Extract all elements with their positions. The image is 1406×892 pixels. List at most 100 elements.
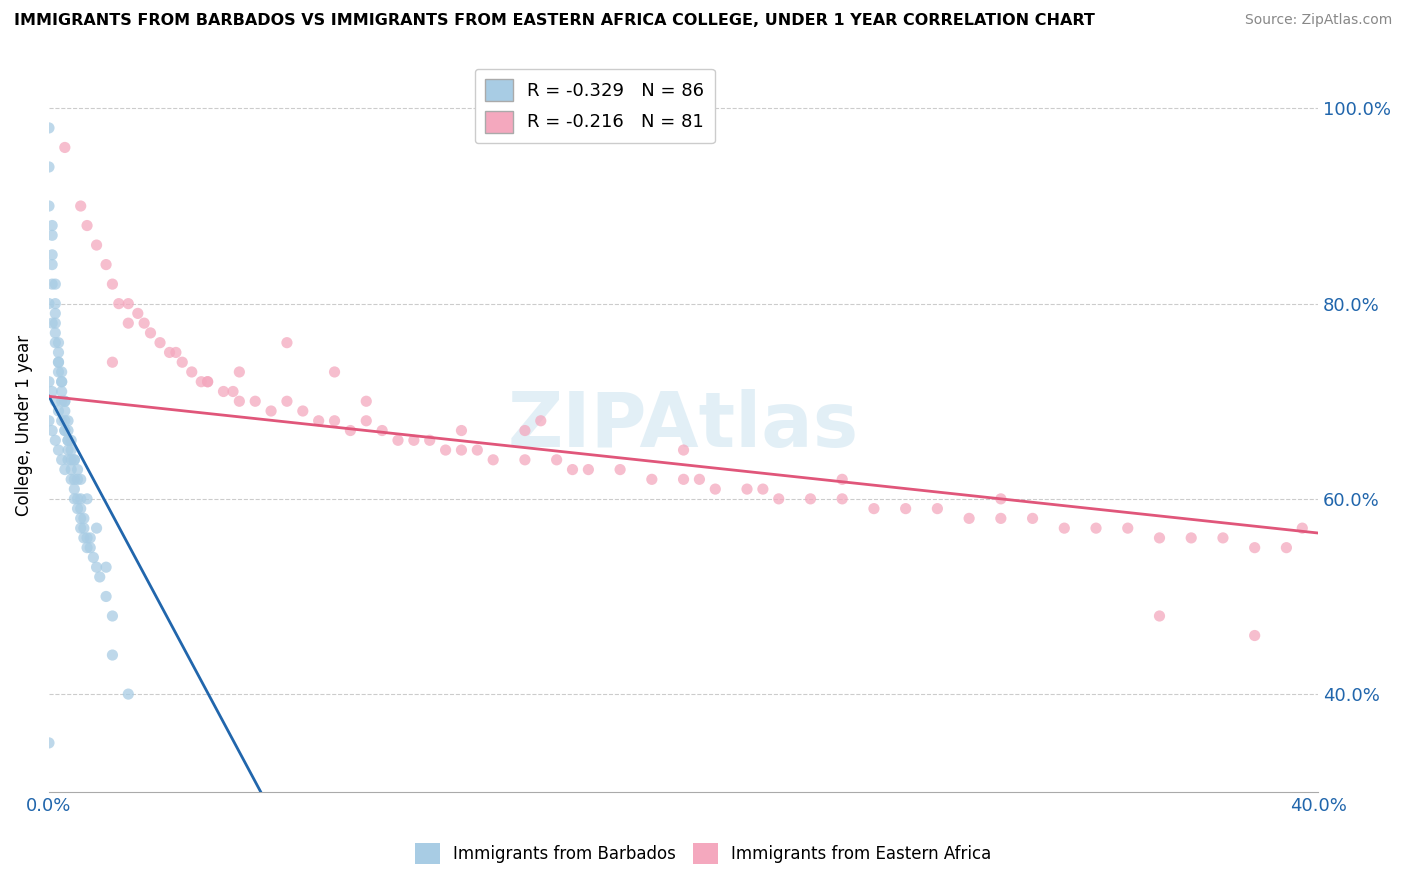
Point xyxy=(894,501,917,516)
Point xyxy=(56,434,79,448)
Point xyxy=(79,541,101,555)
Point xyxy=(276,394,298,409)
Point xyxy=(44,296,66,310)
Point xyxy=(513,424,536,438)
Point xyxy=(38,375,60,389)
Point xyxy=(38,160,60,174)
Point xyxy=(48,355,70,369)
Point xyxy=(69,472,91,486)
Point xyxy=(768,491,790,506)
Point xyxy=(56,424,79,438)
Point xyxy=(561,462,583,476)
Point xyxy=(79,531,101,545)
Point xyxy=(228,365,250,379)
Point xyxy=(60,434,83,448)
Point xyxy=(927,501,949,516)
Point xyxy=(48,365,70,379)
Point xyxy=(48,345,70,359)
Point xyxy=(73,531,96,545)
Point xyxy=(41,277,63,292)
Point xyxy=(276,335,298,350)
Point xyxy=(530,414,553,428)
Point xyxy=(419,434,441,448)
Point xyxy=(53,424,76,438)
Point xyxy=(44,335,66,350)
Point xyxy=(51,375,73,389)
Point xyxy=(990,511,1012,525)
Point xyxy=(44,316,66,330)
Point xyxy=(69,521,91,535)
Point xyxy=(356,394,378,409)
Point xyxy=(76,491,98,506)
Text: Source: ZipAtlas.com: Source: ZipAtlas.com xyxy=(1244,13,1392,28)
Point xyxy=(308,414,330,428)
Point xyxy=(356,414,378,428)
Point xyxy=(56,452,79,467)
Point xyxy=(165,345,187,359)
Point xyxy=(1243,628,1265,642)
Point xyxy=(44,277,66,292)
Point xyxy=(434,443,457,458)
Point xyxy=(82,550,104,565)
Point xyxy=(117,316,139,330)
Point xyxy=(69,491,91,506)
Point xyxy=(450,443,472,458)
Point xyxy=(63,472,86,486)
Point xyxy=(89,570,111,584)
Point xyxy=(339,424,361,438)
Point xyxy=(41,424,63,438)
Point xyxy=(86,238,108,252)
Point xyxy=(63,482,86,496)
Point xyxy=(990,491,1012,506)
Text: ZIPAtlas: ZIPAtlas xyxy=(508,389,859,463)
Point xyxy=(465,443,488,458)
Point xyxy=(1243,541,1265,555)
Point xyxy=(197,375,219,389)
Point xyxy=(66,472,89,486)
Point xyxy=(44,306,66,320)
Point xyxy=(44,434,66,448)
Point xyxy=(831,472,853,486)
Point xyxy=(63,452,86,467)
Point xyxy=(60,472,83,486)
Point xyxy=(387,434,409,448)
Point xyxy=(41,248,63,262)
Point xyxy=(101,609,124,624)
Point xyxy=(63,491,86,506)
Point xyxy=(672,443,695,458)
Point xyxy=(73,521,96,535)
Point xyxy=(66,501,89,516)
Point xyxy=(117,687,139,701)
Point xyxy=(94,590,117,604)
Point xyxy=(127,306,149,320)
Point xyxy=(101,277,124,292)
Point xyxy=(41,316,63,330)
Point xyxy=(149,335,172,350)
Point xyxy=(53,462,76,476)
Point xyxy=(86,560,108,574)
Point xyxy=(76,219,98,233)
Point xyxy=(60,452,83,467)
Point xyxy=(752,482,775,496)
Point xyxy=(51,394,73,409)
Point xyxy=(69,501,91,516)
Point xyxy=(245,394,267,409)
Point xyxy=(863,501,886,516)
Point xyxy=(1085,521,1108,535)
Point xyxy=(53,424,76,438)
Point xyxy=(704,482,727,496)
Point xyxy=(212,384,235,399)
Point xyxy=(139,326,162,340)
Point xyxy=(76,541,98,555)
Point xyxy=(51,384,73,399)
Point xyxy=(1149,609,1171,624)
Point xyxy=(222,384,245,399)
Point xyxy=(101,355,124,369)
Point xyxy=(1021,511,1043,525)
Point xyxy=(56,414,79,428)
Point xyxy=(1053,521,1076,535)
Point xyxy=(69,199,91,213)
Point xyxy=(1212,531,1234,545)
Point xyxy=(672,472,695,486)
Y-axis label: College, Under 1 year: College, Under 1 year xyxy=(15,335,32,516)
